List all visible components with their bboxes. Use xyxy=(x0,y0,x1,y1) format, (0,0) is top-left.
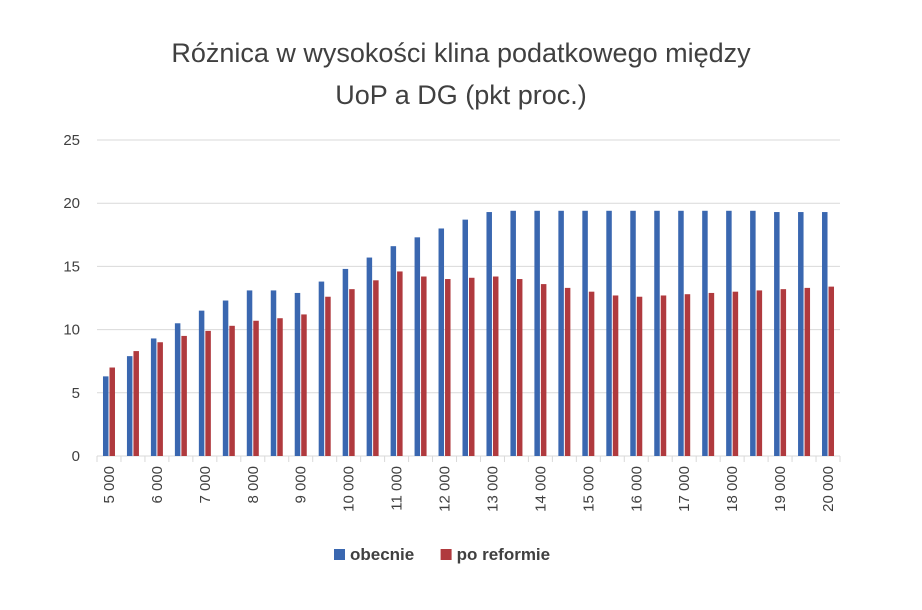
bar-po-reformie xyxy=(708,292,715,456)
bar-obecnie xyxy=(822,212,828,456)
x-tick-label: 12 000 xyxy=(437,466,454,512)
bar-obecnie xyxy=(462,219,468,456)
bar-po-reformie xyxy=(277,318,283,456)
bar-po-reformie xyxy=(229,325,235,456)
bar-po-reformie xyxy=(205,330,211,456)
y-tick-label: 0 xyxy=(72,448,80,465)
bar-po-reformie xyxy=(636,296,643,456)
bar-po-reformie xyxy=(564,287,571,456)
bar-po-reformie xyxy=(612,295,619,456)
bar-po-reformie xyxy=(301,314,307,456)
bar-obecnie xyxy=(774,212,780,456)
bar-po-reformie xyxy=(253,320,259,456)
bar-po-reformie xyxy=(540,284,547,456)
bar-obecnie xyxy=(798,212,804,456)
bar-po-reformie xyxy=(133,351,139,456)
bar-po-reformie xyxy=(325,296,331,456)
bar-po-reformie xyxy=(756,290,763,456)
y-tick-label: 10 xyxy=(63,322,80,339)
x-tick-label: 6 000 xyxy=(149,466,166,504)
bar-po-reformie xyxy=(445,279,451,456)
x-tick-label: 17 000 xyxy=(676,466,693,512)
bar-obecnie xyxy=(270,290,277,456)
bar-obecnie xyxy=(246,290,253,456)
bar-obecnie xyxy=(678,210,684,456)
bar-obecnie xyxy=(222,300,229,456)
bar-obecnie xyxy=(294,292,301,456)
x-tick-label: 19 000 xyxy=(772,466,789,512)
bar-obecnie xyxy=(126,356,133,456)
bar-obecnie xyxy=(606,210,612,456)
bar-po-reformie xyxy=(373,280,379,456)
bar-obecnie xyxy=(654,210,660,456)
bar-po-reformie xyxy=(157,342,163,456)
x-tick-label: 20 000 xyxy=(820,466,837,512)
bar-obecnie xyxy=(582,210,588,456)
bar-po-reformie xyxy=(349,289,355,456)
bar-po-reformie xyxy=(421,276,427,456)
chart-subtitle: UoP a DG (pkt proc.) xyxy=(335,80,587,110)
bar-po-reformie xyxy=(804,287,811,456)
x-tick-label: 14 000 xyxy=(532,466,549,512)
bar-obecnie xyxy=(150,338,157,456)
chart-title: Różnica w wysokości klina podatkowego mi… xyxy=(171,38,751,68)
legend-label: po reformie xyxy=(457,545,551,564)
bar-po-reformie xyxy=(181,335,187,456)
bar-po-reformie xyxy=(492,276,499,456)
legend-swatch xyxy=(440,549,452,560)
bar-obecnie xyxy=(390,246,397,456)
bar-obecnie xyxy=(702,210,708,456)
bar-po-reformie xyxy=(684,294,691,456)
bar-po-reformie xyxy=(109,367,115,456)
x-tick-label: 8 000 xyxy=(245,466,262,504)
bar-po-reformie xyxy=(516,279,523,456)
bar-po-reformie xyxy=(469,277,475,456)
bar-obecnie xyxy=(174,323,181,456)
bar-po-reformie xyxy=(780,289,787,456)
bar-obecnie xyxy=(318,281,325,456)
bar-po-reformie xyxy=(397,271,403,456)
bar-obecnie xyxy=(438,228,445,456)
bar-obecnie xyxy=(198,310,205,456)
bar-po-reformie xyxy=(588,291,595,456)
x-tick-label: 5 000 xyxy=(101,466,118,504)
bar-obecnie xyxy=(726,210,732,456)
bar-po-reformie xyxy=(660,295,667,456)
y-tick-label: 20 xyxy=(63,195,80,212)
bar-obecnie xyxy=(750,210,756,456)
x-tick-label: 9 000 xyxy=(293,466,310,504)
bar-obecnie xyxy=(342,268,349,456)
bar-obecnie xyxy=(534,210,540,456)
x-tick-label: 15 000 xyxy=(580,466,597,512)
bar-obecnie xyxy=(366,257,373,456)
bar-po-reformie xyxy=(828,286,835,456)
bar-obecnie xyxy=(630,210,636,456)
x-tick-label: 7 000 xyxy=(197,466,214,504)
bar-obecnie xyxy=(414,237,421,456)
y-tick-label: 25 xyxy=(63,132,80,149)
x-tick-label: 16 000 xyxy=(628,466,645,512)
x-tick-label: 18 000 xyxy=(724,466,741,512)
x-tick-label: 13 000 xyxy=(484,466,501,512)
legend-swatch xyxy=(334,549,345,560)
legend-label: obecnie xyxy=(350,545,414,564)
x-tick-label: 11 000 xyxy=(389,466,406,511)
bar-obecnie xyxy=(558,210,564,456)
bar-po-reformie xyxy=(732,291,739,456)
y-tick-label: 5 xyxy=(72,385,80,402)
bar-obecnie xyxy=(486,212,492,456)
bar-obecnie xyxy=(510,210,516,456)
x-tick-label: 10 000 xyxy=(341,466,358,512)
bar-obecnie xyxy=(102,376,109,456)
y-tick-label: 15 xyxy=(63,258,80,275)
